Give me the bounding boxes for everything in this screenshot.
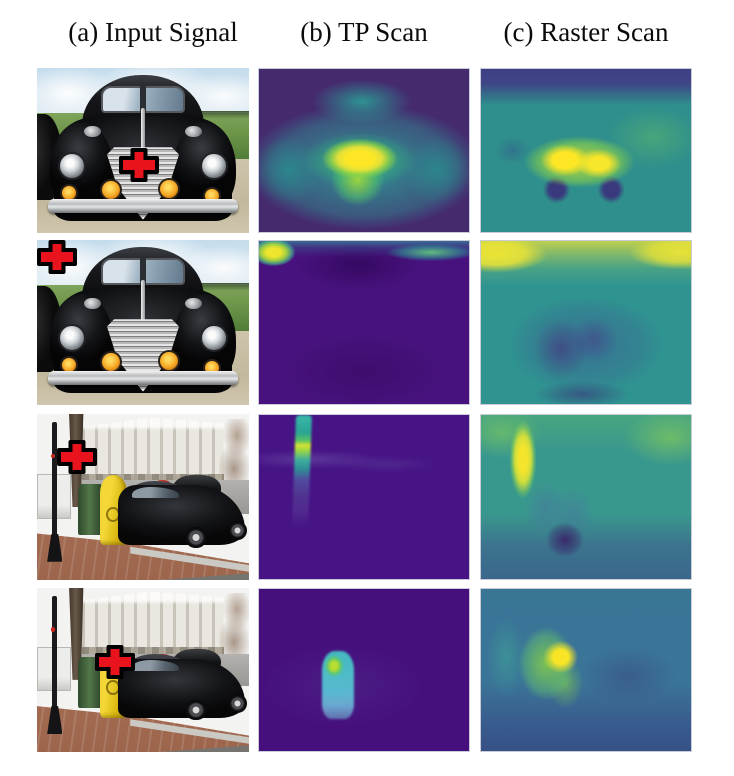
tp-scan-heatmap-row4 bbox=[258, 588, 470, 752]
chrome-bumper bbox=[47, 199, 239, 214]
fog-light bbox=[99, 350, 122, 373]
input-photo-row4 bbox=[37, 588, 249, 752]
input-photo-row2 bbox=[37, 240, 249, 405]
chrome-bumper bbox=[47, 371, 239, 386]
tp-scan-heatmap-row1 bbox=[258, 68, 470, 233]
red-signal-light bbox=[50, 627, 56, 632]
fixation-cross bbox=[118, 148, 159, 183]
windshield-divider bbox=[139, 258, 147, 285]
column-header-input-signal: (a) Input Signal bbox=[68, 17, 238, 47]
fog-light bbox=[157, 349, 181, 372]
sedan-window bbox=[132, 660, 180, 671]
raster-scan-heatmap-row3 bbox=[480, 414, 692, 580]
red-signal-light bbox=[50, 453, 56, 459]
street-photo bbox=[37, 588, 249, 752]
building-base-windows bbox=[81, 647, 224, 659]
raster-scan-heatmap-row2 bbox=[480, 240, 692, 405]
input-photo-row3 bbox=[37, 414, 249, 580]
lamp-post bbox=[52, 596, 58, 720]
chrome-horn bbox=[185, 297, 203, 310]
cross-red-bar bbox=[134, 152, 144, 179]
fixation-cross bbox=[57, 440, 98, 475]
fixation-cross bbox=[37, 240, 78, 274]
car-photo bbox=[37, 240, 249, 405]
fog-light bbox=[157, 177, 181, 200]
hood-chrome-trim bbox=[141, 279, 145, 326]
lamp-post-base bbox=[47, 533, 63, 562]
column-header-raster-scan: (c) Raster Scan bbox=[503, 17, 669, 47]
raster-scan-heatmap-row1 bbox=[480, 68, 692, 233]
sedan-window bbox=[132, 487, 180, 498]
fixation-cross bbox=[95, 644, 136, 679]
saliency-streak bbox=[291, 415, 312, 527]
tree-trunk bbox=[69, 588, 84, 680]
tp-scan-heatmap-row2 bbox=[258, 240, 470, 405]
sedan-wheel bbox=[185, 699, 207, 721]
lamp-post-base bbox=[47, 706, 63, 734]
right-headlight bbox=[200, 324, 228, 353]
column-header-tp-scan: (b) TP Scan bbox=[300, 17, 428, 47]
green-trash-bin bbox=[78, 483, 104, 536]
sedan-wheel bbox=[227, 693, 247, 713]
chrome-horn bbox=[83, 125, 101, 138]
saliency-blob bbox=[322, 650, 354, 719]
sedan-wheel bbox=[185, 526, 207, 548]
input-photo-row1 bbox=[37, 68, 249, 233]
tp-scan-heatmap-row3 bbox=[258, 414, 470, 580]
cross-red-bar bbox=[52, 243, 62, 270]
raster-scan-heatmap-row4 bbox=[480, 588, 692, 752]
cross-red-bar bbox=[110, 648, 120, 675]
chrome-horn bbox=[83, 297, 101, 310]
chrome-horn bbox=[185, 125, 203, 138]
building-base-windows bbox=[81, 473, 224, 486]
cross-red-bar bbox=[72, 444, 82, 471]
windshield-divider bbox=[139, 86, 147, 113]
right-headlight bbox=[200, 152, 228, 181]
left-headlight bbox=[58, 324, 86, 353]
hood-chrome-trim bbox=[141, 107, 145, 154]
car-photo bbox=[37, 68, 249, 233]
sedan-wheel bbox=[227, 521, 247, 541]
left-headlight bbox=[58, 152, 86, 181]
lamp-post bbox=[52, 422, 58, 547]
street-photo bbox=[37, 414, 249, 580]
